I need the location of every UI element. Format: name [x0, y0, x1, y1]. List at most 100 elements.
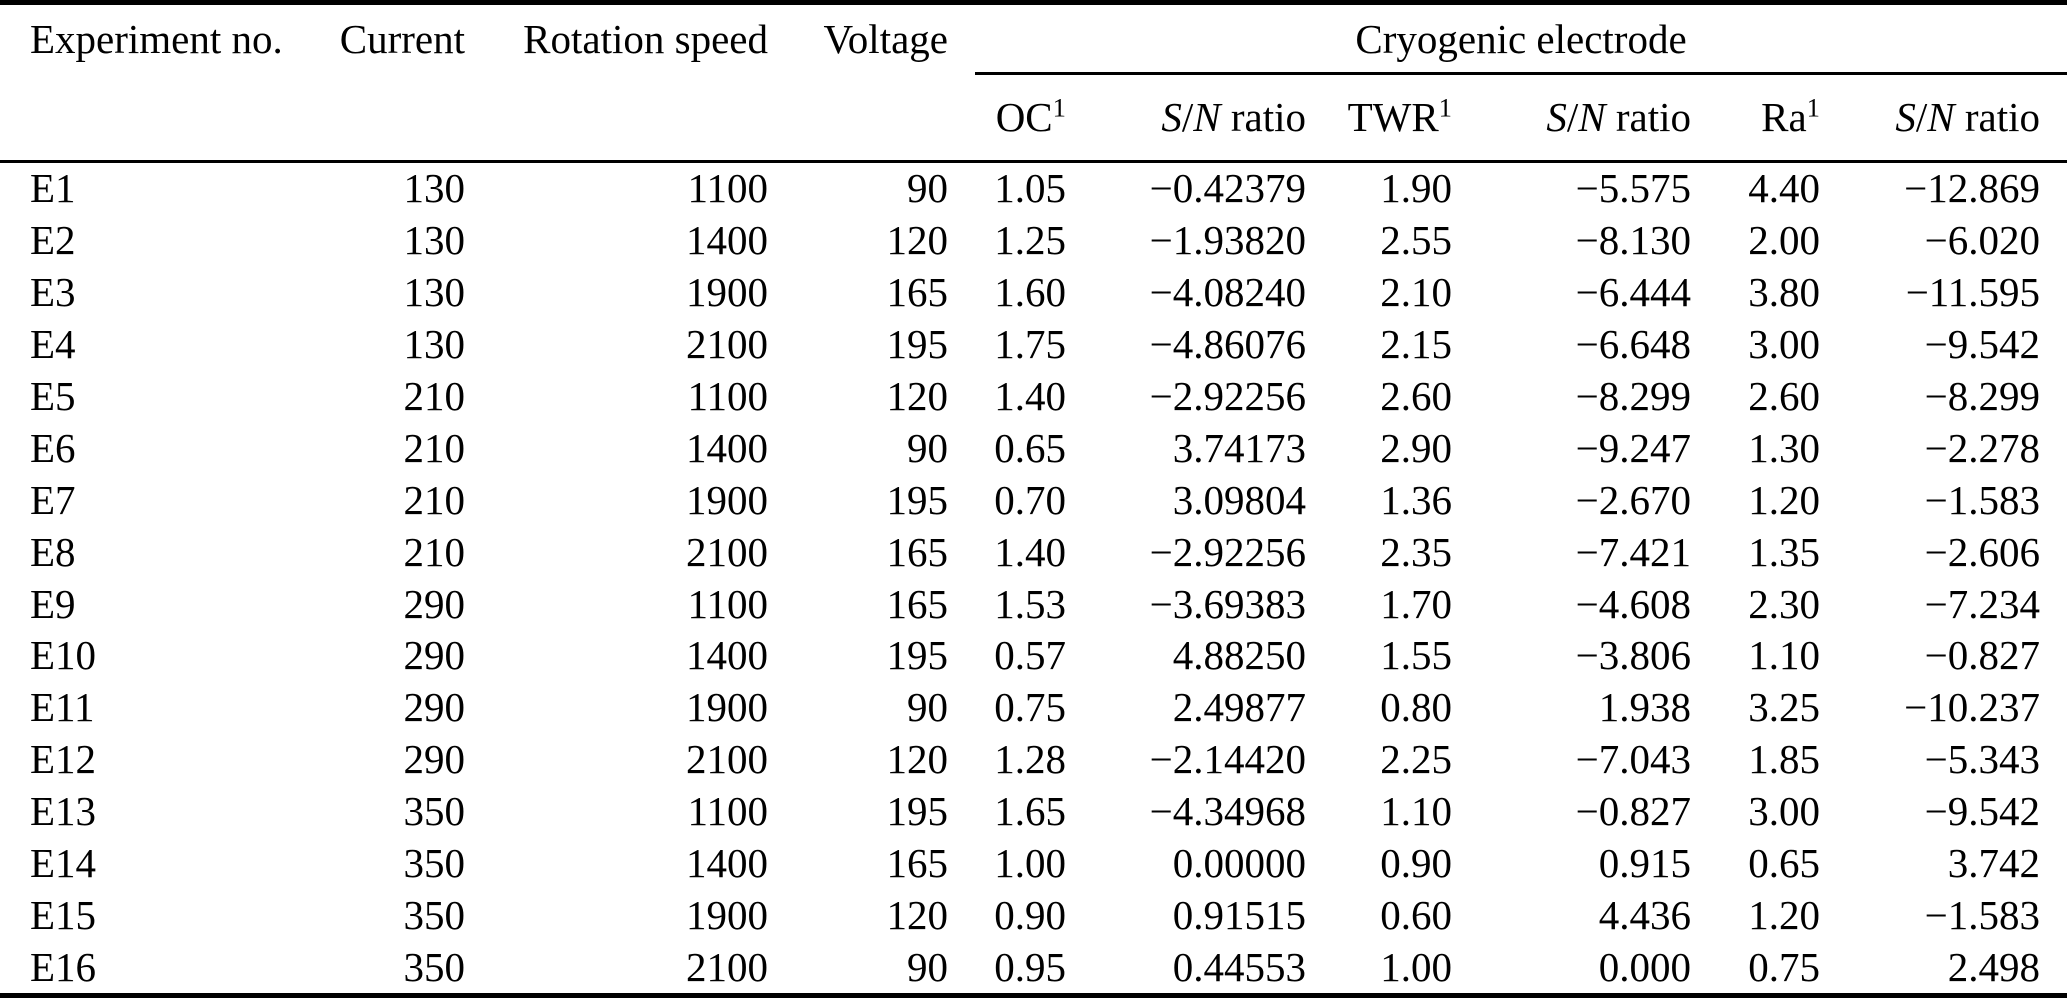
experiment-id-cell: E1	[30, 165, 76, 212]
value-cell: 195	[886, 476, 949, 523]
value-cell: 0.90	[994, 891, 1066, 938]
value-cell: −8.130	[1575, 217, 1691, 264]
value-cell: 130	[403, 165, 466, 212]
table-row: E8 210 2100 165 1.40 −2.92256 2.35 −7.421 1.35 −2…	[0, 526, 2067, 578]
value-cell: 1.75	[994, 321, 1066, 368]
value-cell: 195	[886, 632, 949, 679]
value-cell: 1.20	[1748, 476, 1820, 523]
value-cell: −2.606	[1924, 528, 2041, 575]
experiment-id-cell: E10	[30, 632, 97, 679]
empty-header-cell	[290, 75, 465, 162]
value-cell: 0.95	[994, 943, 1066, 990]
value-cell: 1900	[686, 476, 768, 523]
column-header-rotation-speed: Rotation speed	[523, 16, 768, 63]
value-cell: 1.35	[1748, 528, 1820, 575]
value-cell: 90	[907, 424, 948, 471]
value-cell: 2100	[686, 736, 768, 783]
experiment-id-cell: E4	[30, 321, 76, 368]
value-cell: 1.00	[994, 839, 1066, 886]
value-cell: 350	[403, 839, 466, 886]
value-cell: 2100	[686, 943, 768, 990]
value-cell: 1.20	[1748, 891, 1820, 938]
value-cell: 0.70	[994, 476, 1066, 523]
value-cell: 1.10	[1748, 632, 1820, 679]
table-row: E14 350 1400 165 1.00 0.00000 0.90 0.915 0.65 3.7…	[0, 838, 2067, 890]
value-cell: 0.75	[1748, 943, 1820, 990]
value-cell: −3.806	[1575, 632, 1691, 679]
experiment-id-cell: E7	[30, 476, 76, 523]
value-cell: 1.40	[994, 528, 1066, 575]
value-cell: 3.25	[1748, 684, 1820, 731]
main-header-row: Experiment no. Current Rotation speed Vo…	[0, 3, 2067, 76]
table-row: E11 290 1900 90 0.75 2.49877 0.80 1.938 3.25 −10.…	[0, 682, 2067, 734]
value-cell: 0.80	[1380, 684, 1452, 731]
table-row: E7 210 1900 195 0.70 3.09804 1.36 −2.670 1.20 −1.…	[0, 474, 2067, 526]
value-cell: 2.00	[1748, 217, 1820, 264]
value-cell: 1.938	[1598, 684, 1691, 731]
value-cell: 1400	[686, 217, 768, 264]
value-cell: 0.65	[1748, 839, 1820, 886]
value-cell: 1.85	[1748, 736, 1820, 783]
value-cell: 1.10	[1380, 788, 1452, 835]
value-cell: 1.65	[994, 788, 1066, 835]
value-cell: 2.498	[1947, 943, 2041, 990]
table-header: Experiment no. Current Rotation speed Vo…	[0, 3, 2067, 162]
experiment-id-cell: E6	[30, 424, 76, 471]
value-cell: 1900	[686, 269, 768, 316]
value-cell: 2.90	[1380, 424, 1452, 471]
value-cell: 0.75	[994, 684, 1066, 731]
value-cell: 165	[886, 580, 949, 627]
value-cell: 1100	[687, 580, 768, 627]
table-row: E4 130 2100 195 1.75 −4.86076 2.15 −6.648 3.00 −9…	[0, 319, 2067, 371]
value-cell: −7.043	[1575, 736, 1691, 783]
table-row: E15 350 1900 120 0.90 0.91515 0.60 4.436 1.20 −1.…	[0, 889, 2067, 941]
value-cell: 350	[403, 788, 466, 835]
empty-header-cell	[465, 75, 768, 162]
value-cell: 3.80	[1748, 269, 1820, 316]
value-cell: 130	[403, 321, 466, 368]
value-cell: 120	[886, 891, 949, 938]
value-cell: 1.40	[994, 372, 1066, 419]
value-cell: 290	[403, 580, 466, 627]
value-cell: 195	[886, 788, 949, 835]
value-cell: 120	[886, 372, 949, 419]
value-cell: 2.30	[1748, 580, 1820, 627]
value-cell: 1.36	[1380, 476, 1452, 523]
table-row: E12 290 2100 120 1.28 −2.14420 2.25 −7.043 1.85 −…	[0, 734, 2067, 786]
value-cell: 2.60	[1380, 372, 1452, 419]
value-cell: 1400	[686, 632, 768, 679]
value-cell: 1400	[686, 424, 768, 471]
value-cell: 2100	[686, 321, 768, 368]
value-cell: 290	[403, 684, 466, 731]
value-cell: 90	[907, 165, 948, 212]
value-cell: −4.608	[1575, 580, 1691, 627]
value-cell: 0.44553	[1172, 943, 1306, 990]
value-cell: 290	[403, 632, 466, 679]
value-cell: −1.93820	[1149, 217, 1306, 264]
value-cell: 2.10	[1380, 269, 1452, 316]
value-cell: −1.583	[1924, 476, 2041, 523]
value-cell: 2.55	[1380, 217, 1452, 264]
value-cell: −12.869	[1904, 165, 2041, 212]
value-cell: 4.436	[1598, 891, 1691, 938]
value-cell: −2.670	[1575, 476, 1691, 523]
value-cell: 0.00000	[1172, 839, 1306, 886]
value-cell: 1400	[686, 839, 768, 886]
table-row: E1 130 1100 90 1.05 −0.42379 1.90 −5.575 4.40 −12…	[0, 162, 2067, 215]
value-cell: −6.444	[1575, 269, 1691, 316]
table-row: E16 350 2100 90 0.95 0.44553 1.00 0.000 0.75 2.49…	[0, 941, 2067, 995]
empty-header-cell	[768, 75, 948, 162]
value-cell: −2.278	[1924, 424, 2041, 471]
value-cell: 0.90	[1380, 839, 1452, 886]
value-cell: −7.234	[1924, 580, 2041, 627]
value-cell: 1.05	[994, 165, 1066, 212]
value-cell: 350	[403, 891, 466, 938]
value-cell: 1.30	[1748, 424, 1820, 471]
experiment-id-cell: E3	[30, 269, 76, 316]
value-cell: −9.247	[1575, 424, 1691, 471]
sub-column-header-oc: OC1	[995, 92, 1066, 140]
table-row: E5 210 1100 120 1.40 −2.92256 2.60 −8.299 2.60 −8…	[0, 371, 2067, 423]
value-cell: 2.60	[1748, 372, 1820, 419]
column-header-experiment-no: Experiment no.	[30, 16, 283, 63]
